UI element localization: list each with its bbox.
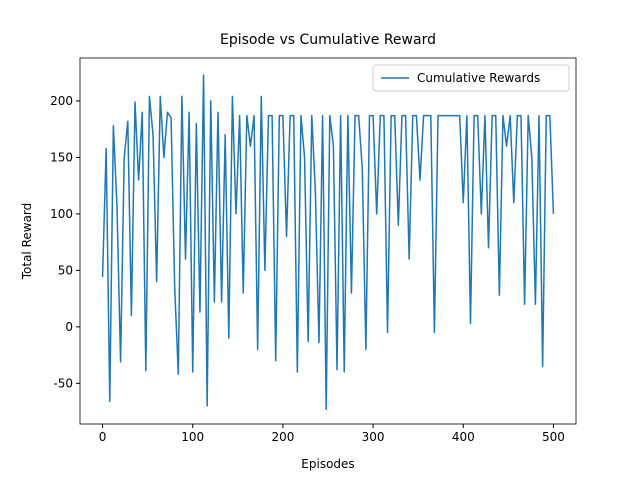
x-tick-label: 500 [542,430,565,444]
y-tick-label: 0 [65,320,73,334]
x-tick-label: 400 [452,430,475,444]
y-tick-label: 200 [50,94,73,108]
x-tick-label: 100 [181,430,204,444]
legend-box [372,64,570,92]
y-axis-label: Total Reward [20,203,34,281]
x-axis-label: Episodes [301,457,354,471]
plot-frame [79,57,577,425]
y-tick-label: -50 [53,376,73,390]
x-tick-label: 200 [271,430,294,444]
legend-label: Cumulative Rewards [417,71,540,85]
y-tick-label: 50 [58,263,73,277]
x-tick-label: 300 [362,430,385,444]
series-line [101,74,555,411]
y-tick-label: 150 [50,150,73,164]
x-tick-label: 0 [99,430,107,444]
y-tick-label: 100 [50,207,73,221]
chart-title: Episode vs Cumulative Reward [220,32,436,48]
